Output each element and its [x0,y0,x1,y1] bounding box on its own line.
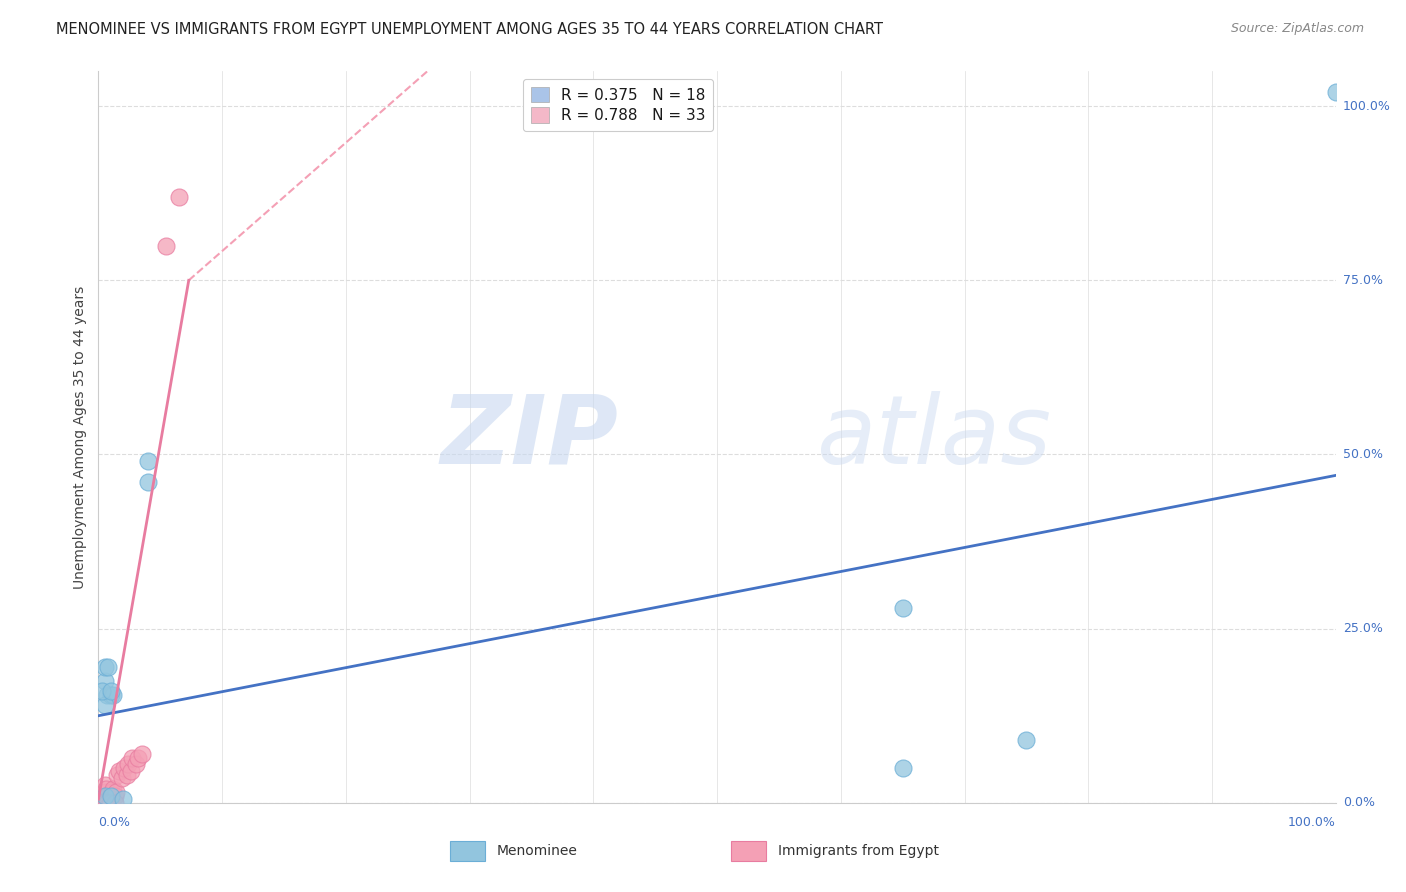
Point [93,789,115,803]
Point [136,454,159,468]
Point [87,792,110,806]
Y-axis label: Unemployment Among Ages 35 to 44 years: Unemployment Among Ages 35 to 44 years [73,285,87,589]
Point [100,789,122,803]
Text: 100.0%: 100.0% [1288,816,1336,830]
Point [103,789,125,803]
Point [97,660,120,674]
Point [104,785,127,799]
Point [91,792,114,806]
Text: Immigrants from Egypt: Immigrants from Egypt [778,844,939,858]
Point [121,750,143,764]
Text: 0.0%: 0.0% [1343,797,1375,809]
Point [98,796,121,810]
Point [96,688,118,702]
Point [91,684,114,698]
Point [111,772,134,786]
Point [1324,85,1347,99]
Point [93,785,115,799]
Text: 25.0%: 25.0% [1343,622,1382,635]
Point [112,792,135,806]
Text: 75.0%: 75.0% [1343,274,1382,287]
Point [93,789,115,803]
Point [105,768,128,782]
Point [127,750,149,764]
Point [93,778,115,792]
Point [93,673,115,688]
Point [103,781,125,796]
Point [96,789,118,803]
Point [124,757,146,772]
Point [112,761,135,775]
Point [115,768,138,782]
Point [87,796,110,810]
Text: 100.0%: 100.0% [1343,100,1391,112]
Point [131,747,153,761]
Point [98,792,121,806]
Point [103,796,125,810]
Point [96,796,118,810]
Point [103,688,125,702]
Point [155,238,177,252]
Text: Source: ZipAtlas.com: Source: ZipAtlas.com [1230,22,1364,36]
Point [94,781,117,796]
Point [167,190,190,204]
Point [1015,733,1038,747]
Point [100,684,122,698]
Point [97,792,120,806]
Point [100,789,122,803]
Point [120,764,142,779]
Text: 0.0%: 0.0% [98,816,131,830]
Point [93,796,115,810]
Point [891,761,914,775]
Text: Menominee: Menominee [496,844,578,858]
Legend: R = 0.375   N = 18, R = 0.788   N = 33: R = 0.375 N = 18, R = 0.788 N = 33 [523,79,713,131]
Point [100,688,122,702]
Point [136,475,159,490]
Point [90,796,112,810]
Text: 50.0%: 50.0% [1343,448,1382,461]
Text: atlas: atlas [815,391,1052,483]
Point [891,600,914,615]
Point [93,698,115,713]
Text: MENOMINEE VS IMMIGRANTS FROM EGYPT UNEMPLOYMENT AMONG AGES 35 TO 44 YEARS CORREL: MENOMINEE VS IMMIGRANTS FROM EGYPT UNEMP… [56,22,883,37]
Point [108,764,131,779]
Point [117,757,139,772]
Point [93,660,115,674]
Text: ZIP: ZIP [440,391,619,483]
Point [101,785,124,799]
